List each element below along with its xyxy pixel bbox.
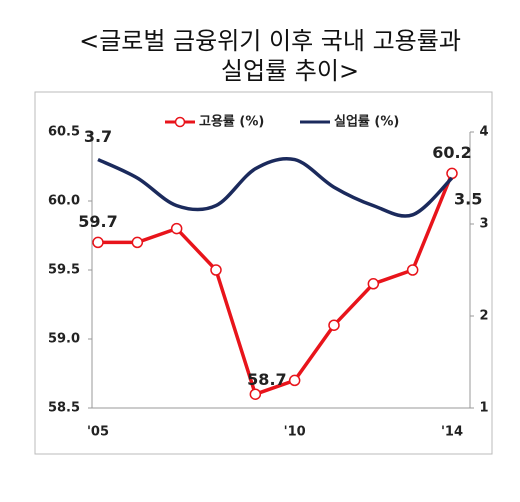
x-tick-label: '10 — [284, 425, 306, 440]
y2-tick-label: 4 — [479, 125, 488, 140]
y-tick-label: 59.5 — [48, 263, 80, 278]
y2-tick-label: 2 — [479, 309, 488, 324]
point — [131, 236, 144, 249]
line-series — [97, 156, 454, 218]
data-label: 3.7 — [84, 127, 112, 146]
chart-frame — [34, 91, 493, 455]
data-label: 3.5 — [454, 190, 482, 209]
data-label: 58.7 — [247, 370, 286, 389]
point — [367, 278, 380, 290]
line-series — [98, 172, 454, 397]
x-tick-label: '05 — [87, 425, 109, 440]
y-tick-label: 58.5 — [48, 401, 80, 416]
y2-tick-label: 3 — [479, 217, 488, 232]
chart-title: 실업률 추이> — [221, 57, 359, 85]
point — [328, 319, 340, 331]
data-label: 60.2 — [432, 143, 471, 162]
point — [170, 222, 183, 235]
y-tick-label: 59.0 — [48, 332, 80, 347]
y2-tick-label: 1 — [479, 401, 488, 416]
legend-label: 고용률 (%) — [199, 114, 264, 130]
data-label: 59.7 — [78, 212, 117, 231]
chart-title: <글로벌 금융위기 이후 국내 고용률과 — [79, 27, 461, 55]
point — [288, 374, 301, 387]
y-tick-label: 60.0 — [48, 194, 80, 209]
point — [92, 236, 104, 249]
y-tick-label: 60.5 — [48, 125, 80, 140]
legend-label: 실업률 (%) — [334, 114, 399, 130]
point — [249, 388, 262, 400]
point — [406, 264, 419, 276]
point — [446, 167, 458, 180]
point — [210, 264, 222, 276]
x-tick-label: '14 — [441, 425, 463, 440]
legend-marker — [174, 116, 186, 128]
